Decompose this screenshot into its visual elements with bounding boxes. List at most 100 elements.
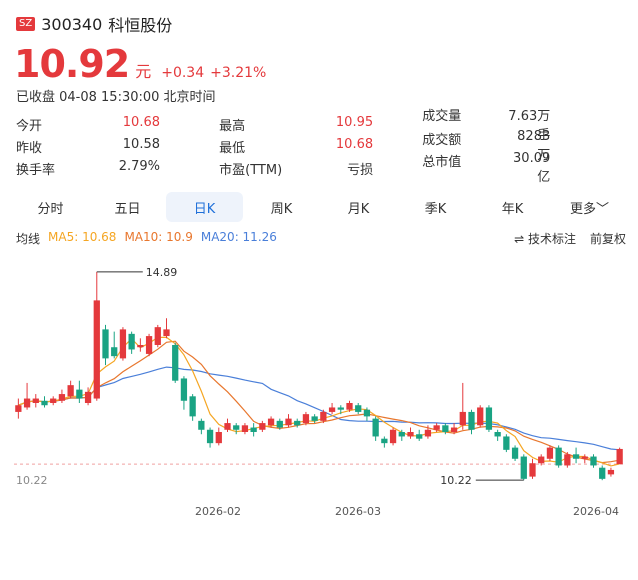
tab-7[interactable]: 更多﹀ — [569, 201, 609, 217]
stat-cell: 今开 10.68 — [16, 115, 219, 134]
indicator-button[interactable]: ⇌ 技术标注 — [514, 232, 576, 246]
stat-value: 8283万 — [517, 129, 551, 163]
stat-label: 成交量 — [422, 109, 462, 124]
stat-cell: 最高 10.95 — [219, 115, 422, 134]
candle-body — [102, 329, 109, 359]
ma5-line — [18, 336, 620, 467]
tab-3[interactable]: 周K — [270, 201, 293, 217]
stat-label: 换手率 — [16, 162, 56, 178]
candle-body — [616, 448, 623, 465]
tab-2[interactable]: 日K — [166, 192, 243, 222]
x-tick-label: 2026-04 — [573, 505, 619, 518]
stat-value: 2.79% — [118, 158, 160, 174]
stock-title: SZ 300340 科恒股份 — [16, 12, 172, 36]
candle-body — [128, 333, 135, 350]
stat-label: 市盈(TTM) — [219, 162, 283, 178]
candle-body — [145, 336, 153, 354]
market-badge: SZ — [16, 17, 36, 31]
stat-cell: 换手率 2.79% — [16, 159, 219, 178]
candle-body — [346, 403, 353, 410]
candle-body — [15, 405, 22, 412]
candle-body — [320, 411, 327, 421]
candle-body — [564, 454, 571, 466]
candle-body — [198, 420, 205, 430]
candle-body — [372, 418, 379, 437]
candle-body — [363, 409, 371, 417]
candle-body — [163, 329, 170, 337]
tab-1[interactable]: 五日 — [114, 201, 141, 217]
candle-body — [581, 456, 588, 459]
stat-value: 30.09亿 — [513, 151, 551, 185]
candle-body — [607, 469, 615, 475]
candle-body — [485, 407, 493, 430]
stat-cell: 成交额 8283万 — [422, 129, 625, 163]
candle-body — [172, 345, 179, 381]
ma-legend: 均线 MA5: 10.68 MA10: 10.9 MA20: 11.26 ⇌ 技… — [16, 230, 626, 247]
ma-label: 均线 — [16, 232, 41, 246]
stat-value: 7.63万手 — [508, 109, 551, 143]
candle-body — [276, 420, 283, 428]
tab-5[interactable]: 季K — [424, 201, 447, 217]
candle-body — [111, 347, 118, 357]
candle-body — [215, 432, 222, 444]
candle-body — [433, 425, 440, 430]
candle-body — [119, 329, 127, 359]
candle-body — [468, 411, 475, 430]
candle-body — [76, 389, 83, 399]
candle-body — [267, 418, 275, 426]
stat-value: 10.58 — [122, 136, 160, 152]
candle-body — [494, 432, 501, 437]
candle-body — [328, 407, 336, 412]
stats-row: 昨收 10.58 最低 10.68 成交额 8283万 — [16, 129, 626, 163]
y-axis-label: 10.22 — [16, 474, 48, 487]
stat-value: 亏损 — [347, 162, 374, 178]
adjust-button[interactable]: 前复权 — [589, 232, 626, 246]
stat-cell: 成交量 7.63万手 — [422, 105, 625, 143]
candle-body — [520, 456, 527, 479]
candle-body — [424, 429, 432, 437]
price-row: 10.92 元 +0.34 +3.21% — [14, 42, 266, 86]
stat-cell: 昨收 10.58 — [16, 137, 219, 156]
ma10-value: MA10: 10.9 — [124, 230, 193, 244]
candle-body — [241, 425, 249, 432]
stat-label: 最低 — [219, 140, 246, 156]
stats-row: 今开 10.68 最高 10.95 成交量 7.63万手 — [16, 109, 626, 143]
stats-row: 换手率 2.79% 市盈(TTM) 亏损 总市值 30.09亿 — [16, 151, 626, 185]
stat-value: 10.95 — [335, 114, 374, 130]
stock-name: 科恒股份 — [108, 16, 173, 35]
candle-body — [285, 418, 292, 426]
stat-label: 今开 — [16, 118, 43, 134]
ma10-line — [18, 340, 620, 464]
candle-body — [250, 427, 257, 432]
candle-body — [50, 398, 57, 403]
stat-cell: 市盈(TTM) 亏损 — [219, 159, 422, 178]
candle-body — [180, 378, 188, 401]
candle-body — [311, 416, 318, 421]
candle-body — [477, 407, 484, 426]
price-change-pct: +3.21% — [210, 65, 267, 81]
tab-4[interactable]: 月K — [347, 201, 370, 217]
tab-0[interactable]: 分时 — [37, 201, 64, 217]
candle-body — [93, 300, 100, 399]
candle-body — [572, 454, 580, 459]
candle-body — [302, 414, 310, 424]
candle-body — [442, 425, 449, 432]
candle-body — [294, 420, 301, 426]
candle-body — [355, 405, 362, 412]
candle-body — [459, 411, 466, 426]
candle-body — [206, 429, 214, 444]
candle-body — [233, 425, 240, 430]
tab-6[interactable]: 年K — [501, 201, 524, 217]
candle-body — [259, 423, 266, 430]
candle-body — [41, 400, 48, 406]
stat-cell: 最低 10.68 — [219, 137, 422, 156]
x-tick-label: 2026-02 — [195, 505, 241, 518]
candle-body — [529, 463, 536, 477]
candle-body — [555, 447, 562, 466]
stat-label: 昨收 — [16, 140, 43, 156]
min-label: 10.22 — [440, 474, 472, 487]
kline-chart[interactable]: 14.89 10.22 10.22 2026-02 2026-03 2026-04 — [0, 250, 638, 530]
ma5-value: MA5: 10.68 — [48, 230, 117, 244]
candle-body — [84, 391, 92, 403]
stat-value: 10.68 — [335, 136, 374, 152]
